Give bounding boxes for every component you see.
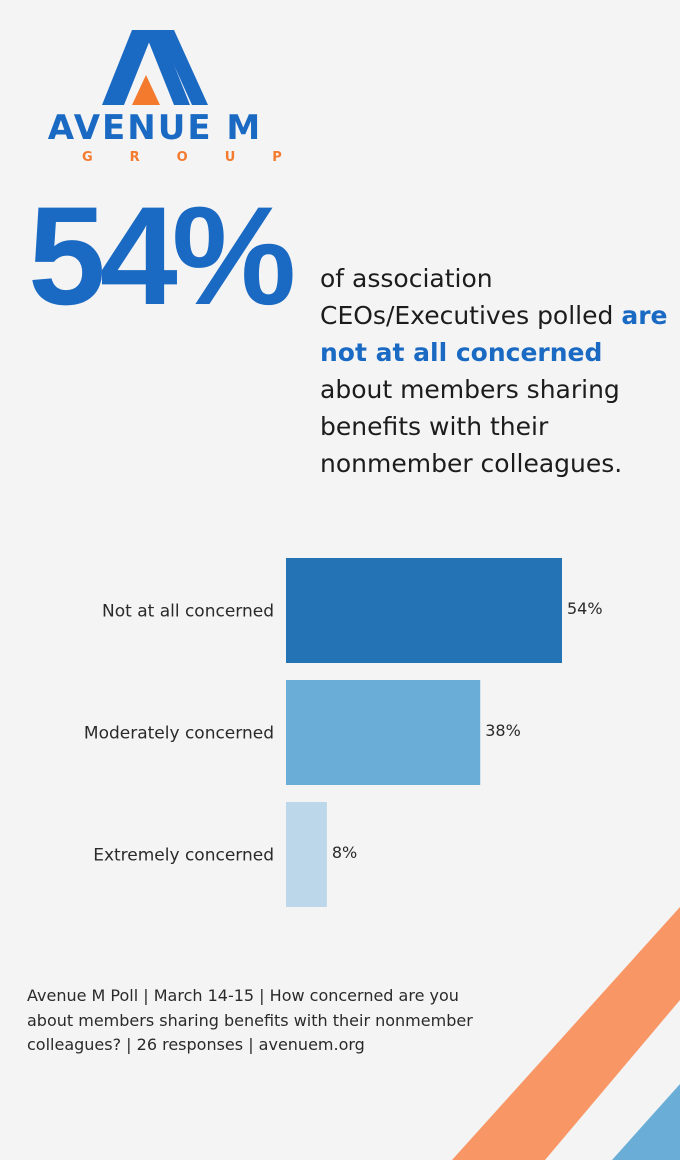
bar (286, 558, 562, 663)
headline-line2: about members sharing benefits with thei… (320, 375, 623, 478)
headline-highlight: are not at all concerned (320, 301, 668, 367)
orange-stripe (452, 907, 680, 1160)
headline-line1: of association CEOs/Executives polled (320, 264, 614, 330)
headline-percent: 54% (28, 177, 296, 334)
value-label: 8% (332, 843, 357, 862)
value-label: 38% (485, 721, 521, 740)
bar-chart: Not at all concerned 54% Moderately concer… (84, 558, 603, 907)
category-label: Extremely concerned (93, 846, 274, 866)
category-label: Moderately concerned (84, 724, 274, 744)
logo-name: AVENUE M (47, 108, 263, 148)
logo-mountain-icon (102, 30, 208, 105)
avenue-m-logo: AVENUE M GROUP (30, 22, 319, 172)
value-label: 54% (567, 599, 603, 618)
blue-stripe (612, 1084, 680, 1160)
logo-subtitle: GROUP (82, 150, 319, 165)
bar (286, 802, 327, 907)
bar (286, 680, 481, 785)
category-label: Not at all concerned (102, 602, 274, 622)
poll-footnote: Avenue M Poll | March 14-15 | How concer… (27, 986, 473, 1054)
headline-text: of association CEOs/Executives polled ar… (320, 260, 670, 482)
